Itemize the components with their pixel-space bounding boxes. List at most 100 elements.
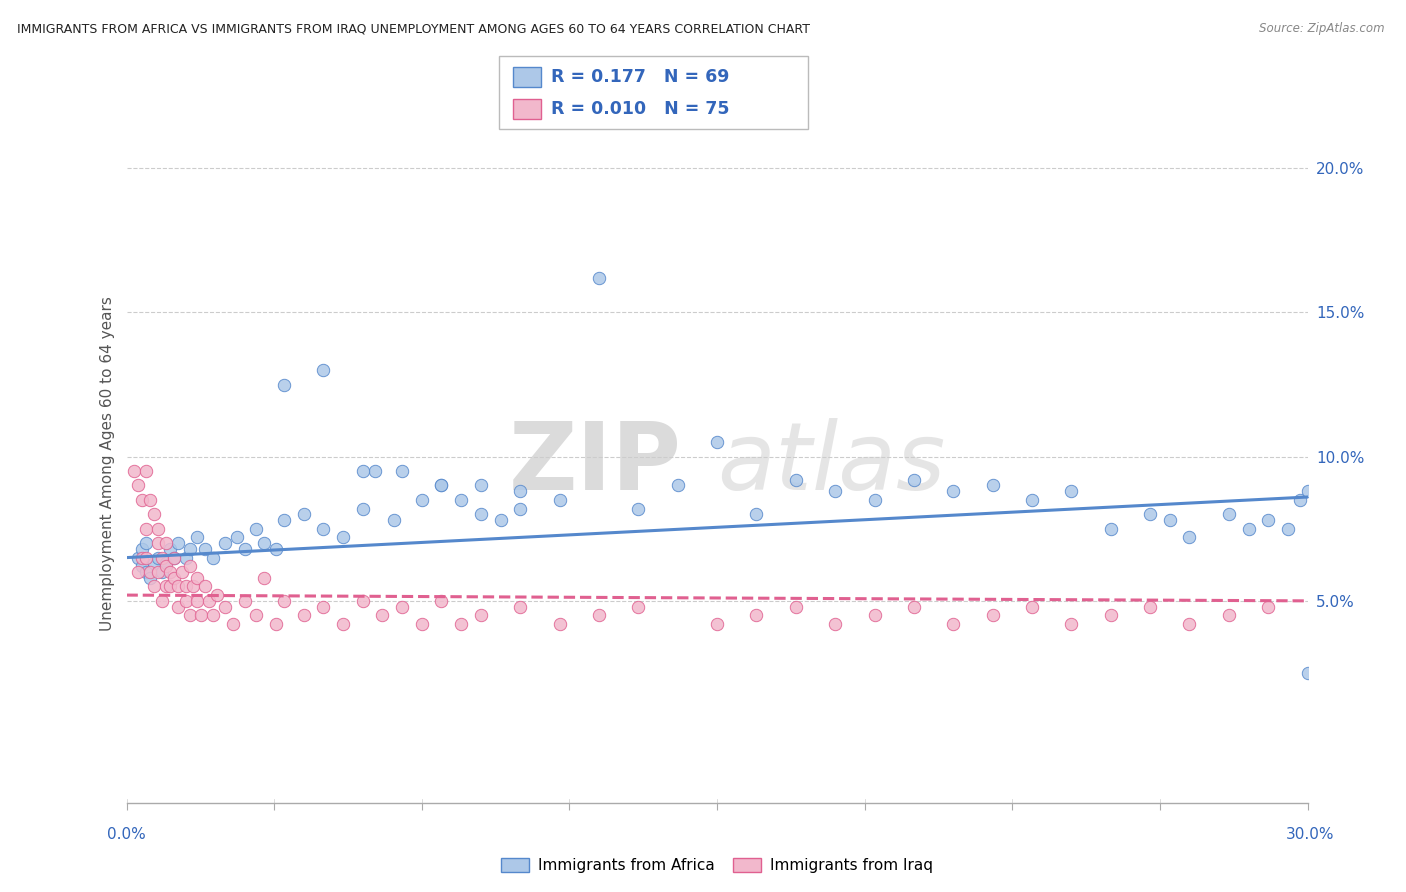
Legend: Immigrants from Africa, Immigrants from Iraq: Immigrants from Africa, Immigrants from … [502,857,932,873]
Point [190,608,212,623]
Point [509,599,531,614]
Point [1257,513,1279,527]
Point [1159,513,1181,527]
Point [179,559,201,574]
Point [183,579,205,593]
Point [273,377,295,392]
Point [903,599,925,614]
Point [1288,492,1310,507]
Point [135,565,157,579]
Point [150,594,173,608]
Point [150,550,173,565]
Point [382,513,405,527]
Point [155,579,177,593]
Point [186,594,208,608]
Point [245,522,267,536]
Point [509,484,531,499]
Text: R = 0.177   N = 69: R = 0.177 N = 69 [551,68,730,86]
Point [411,616,433,631]
Point [131,559,153,574]
Text: IMMIGRANTS FROM AFRICA VS IMMIGRANTS FROM IRAQ UNEMPLOYMENT AMONG AGES 60 TO 64 : IMMIGRANTS FROM AFRICA VS IMMIGRANTS FRO… [17,22,810,36]
Point [1257,599,1279,614]
Point [588,270,610,285]
Point [202,608,225,623]
Point [352,501,374,516]
Point [233,541,256,556]
Point [489,513,512,527]
Point [824,484,846,499]
Point [159,565,181,579]
Point [391,464,413,478]
Point [706,435,728,450]
Point [159,579,181,593]
Point [1139,508,1161,522]
Point [981,608,1004,623]
Point [363,464,385,478]
Text: 30.0%: 30.0% [1286,827,1334,841]
Point [588,608,610,623]
Point [174,550,197,565]
Point [155,536,177,550]
Point [135,536,157,550]
Point [450,492,472,507]
Point [371,608,394,623]
Point [253,536,276,550]
Point [430,478,453,492]
Point [194,579,217,593]
Point [1218,508,1240,522]
Point [391,599,413,614]
Point [146,565,169,579]
Point [166,536,188,550]
Point [127,478,149,492]
Point [131,492,153,507]
Point [470,508,492,522]
Point [981,478,1004,492]
Point [470,608,492,623]
Point [194,541,217,556]
Point [745,508,768,522]
Point [785,473,807,487]
Point [312,599,335,614]
Point [745,608,768,623]
Point [253,571,276,585]
Point [273,513,295,527]
Point [411,492,433,507]
Point [225,530,247,544]
Point [150,565,173,579]
Text: 0.0%: 0.0% [107,827,146,841]
Point [312,522,335,536]
Point [1218,608,1240,623]
Point [202,550,225,565]
Point [470,478,492,492]
Point [1099,608,1122,623]
Point [131,550,153,565]
Point [273,594,295,608]
Point [509,501,531,516]
Point [146,550,169,565]
Point [143,508,166,522]
Point [135,522,157,536]
Point [170,565,193,579]
Point [292,508,315,522]
Point [430,594,453,608]
Point [139,492,162,507]
Point [186,530,208,544]
Point [903,473,925,487]
Point [222,616,245,631]
Point [1237,522,1260,536]
Point [264,541,287,556]
Point [430,478,453,492]
Y-axis label: Unemployment Among Ages 60 to 64 years: Unemployment Among Ages 60 to 64 years [100,296,115,632]
Point [166,579,188,593]
Text: ZIP: ZIP [509,417,682,510]
Point [312,363,335,377]
Point [352,594,374,608]
Point [139,571,162,585]
Point [159,541,181,556]
Point [292,608,315,623]
Point [155,557,177,571]
Point [824,616,846,631]
Text: atlas: atlas [717,418,945,509]
Point [627,501,650,516]
Point [233,594,256,608]
